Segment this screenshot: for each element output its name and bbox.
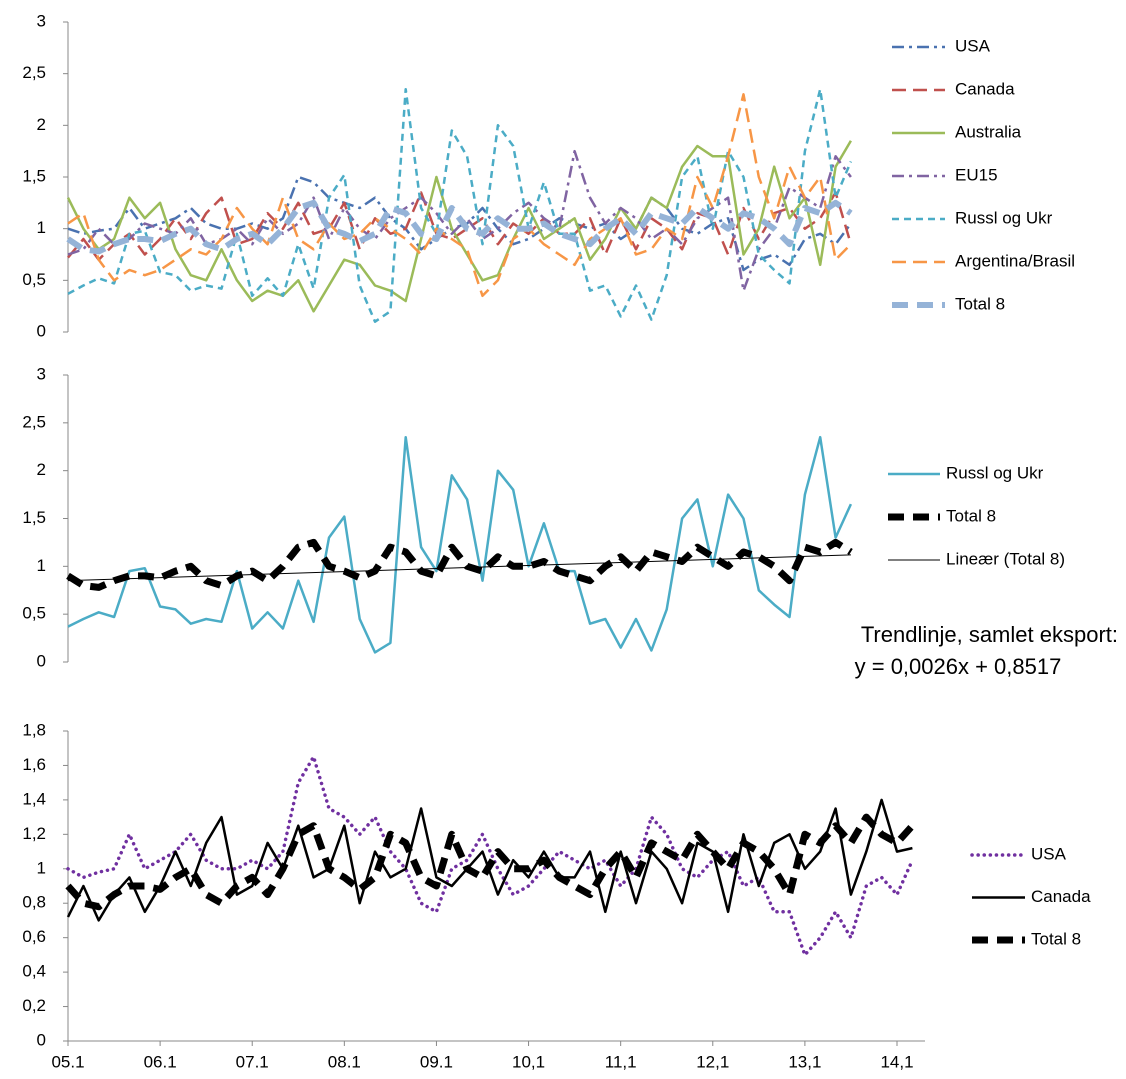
- y-tick-label: 1,8: [22, 720, 46, 739]
- x-tick-label: 14,1: [880, 1052, 913, 1071]
- x-tick-label: 07.1: [236, 1052, 269, 1071]
- series-line: [66, 199, 853, 255]
- x-tick-label: 06.1: [144, 1052, 177, 1071]
- legend-label: Total 8: [1031, 929, 1081, 948]
- y-tick-label: 1: [37, 858, 46, 877]
- series-line: [66, 798, 913, 922]
- series-line: [67, 435, 853, 654]
- legend-label: Total 8: [955, 294, 1005, 313]
- y-tick-label: 3: [37, 364, 46, 383]
- series-line: [67, 93, 852, 298]
- annotation: y = 0,0026x + 0,8517: [855, 654, 1062, 679]
- series-line: [67, 87, 853, 323]
- legend-label: Argentina/Brasil: [955, 251, 1075, 270]
- y-tick-label: 3: [37, 11, 46, 30]
- legend-label: Lineær (Total 8): [946, 549, 1065, 568]
- y-tick-label: 0,5: [22, 604, 46, 623]
- series-line: [66, 140, 852, 313]
- y-tick-label: 0,8: [22, 893, 46, 912]
- legend-label: USA: [955, 36, 991, 55]
- y-tick-label: 1: [37, 556, 46, 575]
- y-tick-label: 0,2: [22, 996, 46, 1015]
- legend-label: Canada: [1031, 887, 1091, 906]
- x-tick-label: 12,1: [696, 1052, 729, 1071]
- series-line: [65, 813, 916, 911]
- y-tick-label: 2,5: [22, 63, 46, 82]
- y-tick-label: 2: [37, 460, 46, 479]
- y-tick-label: 0: [37, 651, 46, 670]
- legend-label: EU15: [955, 165, 998, 184]
- x-tick-label: 09.1: [420, 1052, 453, 1071]
- series-line: [67, 191, 853, 261]
- x-tick-label: 13,1: [788, 1052, 821, 1071]
- y-tick-label: 0: [37, 1030, 46, 1049]
- annotation: Trendlinje, samlet eksport:: [861, 622, 1118, 647]
- y-tick-label: 1,5: [22, 508, 46, 527]
- series-line: [66, 755, 915, 957]
- trendline: [67, 554, 851, 582]
- x-tick-label: 08.1: [328, 1052, 361, 1071]
- legend-label: Russl og Ukr: [955, 208, 1053, 227]
- series-line: [66, 538, 853, 591]
- legend-label: Australia: [955, 122, 1022, 141]
- x-tick-label: 05.1: [51, 1052, 84, 1071]
- y-tick-label: 0: [37, 321, 46, 340]
- legend-label: USA: [1031, 844, 1067, 863]
- y-tick-label: 1,2: [22, 824, 46, 843]
- y-tick-label: 1,4: [22, 789, 46, 808]
- legend-label: Total 8: [946, 506, 996, 525]
- y-tick-label: 1: [37, 218, 46, 237]
- legend-label: Russl og Ukr: [946, 463, 1044, 482]
- y-tick-label: 2,5: [22, 412, 46, 431]
- y-tick-label: 0,5: [22, 270, 46, 289]
- legend-label: Canada: [955, 79, 1015, 98]
- x-tick-label: 11,1: [605, 1052, 637, 1071]
- y-tick-label: 2: [37, 115, 46, 134]
- y-tick-label: 1,5: [22, 166, 46, 185]
- x-tick-label: 10,1: [512, 1052, 545, 1071]
- y-tick-label: 0,6: [22, 927, 46, 946]
- y-tick-label: 0,4: [22, 962, 46, 981]
- y-tick-label: 1,6: [22, 755, 46, 774]
